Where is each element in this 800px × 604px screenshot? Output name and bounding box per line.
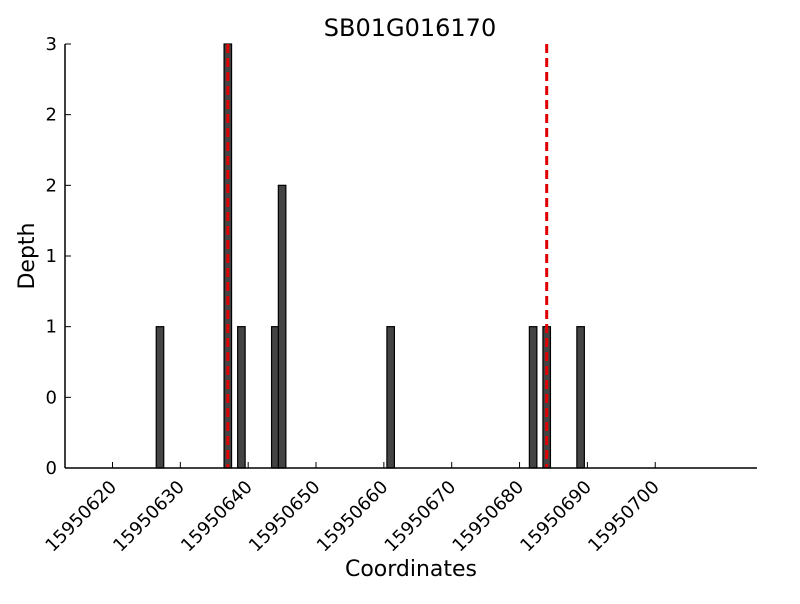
bar-15950645	[277, 184, 287, 469]
y-axis-title: Depth	[15, 222, 40, 289]
bar-15950627	[155, 326, 165, 469]
reference-lines-group	[226, 44, 549, 468]
y-tick-label: 0	[46, 458, 57, 479]
x-axis-title: Coordinates	[345, 557, 477, 582]
y-tick-label: 1	[46, 246, 57, 267]
y-tick-label: 3	[46, 34, 57, 55]
y-tick-label: 0	[46, 387, 57, 408]
y-ticks-group: 0 0 1 1 2 2 3	[46, 34, 71, 479]
bar-15950682	[528, 326, 538, 469]
bar-15950639	[237, 326, 246, 469]
x-tick-label: 15950700	[584, 477, 664, 557]
x-ticks-group: 1595062015950630159506401595065015950660…	[41, 462, 664, 557]
y-tick-label: 2	[46, 175, 57, 196]
x-tick-label: 15950680	[448, 477, 528, 557]
x-tick-label: 15950640	[177, 477, 257, 557]
x-tick-label: 15950620	[41, 477, 121, 557]
axes-group	[64, 44, 757, 469]
bar-15950661	[386, 326, 395, 469]
x-tick-label: 15950690	[516, 477, 596, 557]
y-tick-label: 1	[46, 317, 57, 338]
x-tick-label: 15950650	[245, 477, 325, 557]
bar-15950689	[576, 326, 585, 469]
x-tick-label: 15950660	[313, 477, 393, 557]
chart-title: SB01G016170	[324, 14, 496, 42]
x-tick-label: 15950630	[109, 477, 189, 557]
y-tick-label: 2	[46, 105, 57, 126]
bars-group	[155, 43, 585, 469]
x-tick-label: 15950670	[381, 477, 461, 557]
